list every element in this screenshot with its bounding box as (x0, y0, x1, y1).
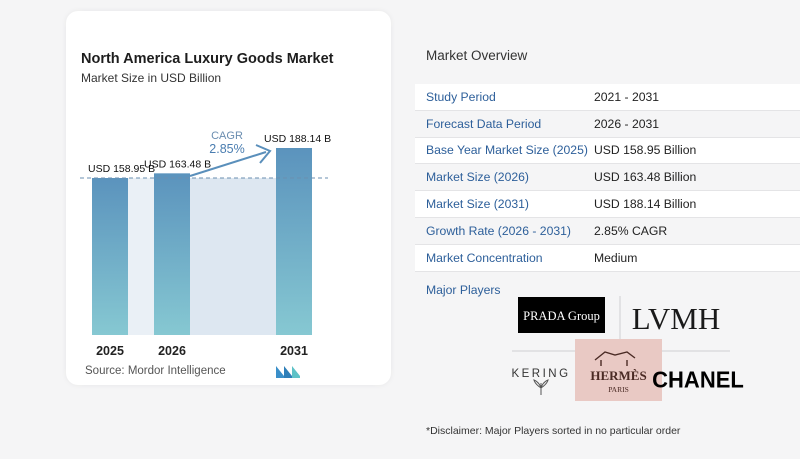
cagr-arrow-line (189, 151, 267, 177)
disclaimer: *Disclaimer: Major Players sorted in no … (426, 425, 681, 437)
svg-text:PARIS: PARIS (608, 385, 629, 394)
overview-row: Forecast Data Period 2026 - 2031 (415, 110, 800, 138)
player-logos: PRADA Group LVMH KERING HERMÈS PARIS CHA… (511, 296, 744, 401)
row-label: Base Year Market Size (2025) (426, 143, 588, 158)
chart-title: North America Luxury Goods Market (81, 51, 334, 67)
svg-text:PRADA Group: PRADA Group (523, 309, 600, 323)
kering-logo: KERING (511, 368, 570, 395)
bar-2025 (92, 178, 128, 335)
overview-panel: Market Overview Study Period 2021 - 2031 … (415, 0, 800, 459)
chanel-logo: CHANEL (652, 367, 744, 393)
svg-text:LVMH: LVMH (632, 301, 720, 336)
overview-row: Growth Rate (2026 - 2031) 2.85% CAGR (415, 217, 800, 245)
major-players-title: Major Players (426, 283, 501, 297)
mordor-logo-icon (276, 366, 300, 378)
bar-value-label: USD 188.14 B (264, 133, 331, 145)
row-value: 2.85% CAGR (594, 223, 668, 238)
svg-text:CHANEL: CHANEL (652, 367, 744, 393)
chart-subtitle: Market Size in USD Billion (81, 71, 222, 85)
bar-2026 (154, 173, 190, 335)
chart-svg: USD 158.95 B 2025 USD 163.48 B 2026 USD 188.… (80, 130, 331, 358)
row-value: Medium (594, 250, 638, 265)
bar-value-label: USD 163.48 B (144, 158, 211, 170)
overview-row: Market Size (2031) USD 188.14 Billion (415, 191, 800, 218)
row-value: USD 188.14 Billion (594, 197, 697, 212)
overview-title: Market Overview (426, 48, 528, 63)
bar-value-label: USD 158.95 B (88, 163, 155, 175)
row-value: USD 163.48 Billion (594, 170, 697, 185)
prada-logo: PRADA Group (518, 297, 605, 333)
row-label: Market Size (2026) (426, 170, 529, 185)
hermes-logo: HERMÈS PARIS (575, 339, 662, 401)
source-text: Source: Mordor Intelligence (85, 365, 226, 377)
row-label: Market Size (2031) (426, 197, 529, 212)
row-label: Forecast Data Period (426, 116, 542, 131)
overview-row: Market Concentration Medium (415, 244, 800, 272)
cagr-band (190, 178, 276, 335)
x-tick-label: 2031 (280, 344, 308, 358)
overview-row: Market Size (2026) USD 163.48 Billion (415, 164, 800, 192)
cagr-value: 2.85% (209, 142, 244, 156)
overview-row: Study Period 2021 - 2031 (415, 84, 800, 111)
x-tick-label: 2026 (158, 344, 186, 358)
svg-text:KERING: KERING (511, 368, 570, 380)
cagr-band-gap (128, 178, 154, 335)
row-value: USD 158.95 Billion (594, 143, 697, 158)
cagr-arrow-head (255, 144, 272, 164)
chart-card: USD 158.95 B 2025 USD 163.48 B 2026 USD 188.… (66, 11, 391, 385)
cagr-label: CAGR (211, 130, 243, 142)
row-value: 2021 - 2031 (594, 89, 660, 104)
lvmh-logo: LVMH (632, 301, 720, 336)
svg-text:HERMÈS: HERMÈS (590, 368, 646, 383)
overview-table: Study Period 2021 - 2031 Forecast Data Pe… (415, 84, 800, 272)
bar-2031 (276, 148, 312, 335)
row-value: 2026 - 2031 (594, 116, 660, 131)
row-label: Growth Rate (2026 - 2031) (426, 223, 571, 238)
overview-row: Base Year Market Size (2025) USD 158.95 B… (415, 137, 800, 165)
row-label: Study Period (426, 89, 496, 104)
row-label: Market Concentration (426, 250, 543, 265)
x-tick-label: 2025 (96, 344, 124, 358)
